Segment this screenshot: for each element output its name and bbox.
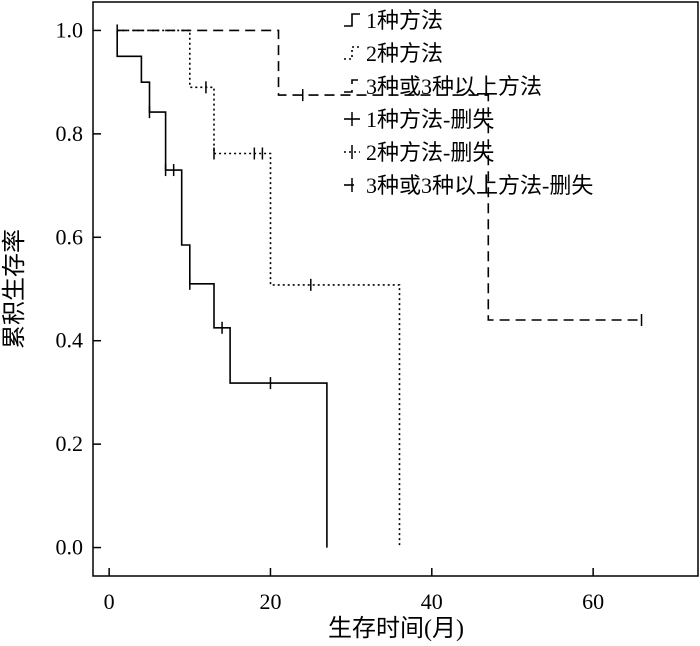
x-tick-label: 60 xyxy=(582,589,604,614)
legend-label: 1种方法-删失 xyxy=(366,107,494,132)
plot-area-border xyxy=(92,1,699,577)
series-line-three-plus-methods xyxy=(117,29,642,321)
legend-label: 1种方法 xyxy=(366,8,443,33)
legend-label: 3种或3种以上方法-删失 xyxy=(366,173,593,198)
legend-symbol-three-plus-methods xyxy=(344,79,360,93)
legend-symbol-two-methods xyxy=(344,46,360,60)
y-tick-label: 0.2 xyxy=(56,431,84,456)
series-layer xyxy=(116,24,643,548)
legend-label: 3种或3种以上方法 xyxy=(366,74,542,99)
legend-label: 2种方法-删失 xyxy=(366,140,494,165)
legend-symbol-one-method xyxy=(344,13,360,27)
y-tick-label: 0.0 xyxy=(56,535,84,560)
x-axis: 0 20 40 60 xyxy=(104,568,604,614)
legend: 1种方法 2种方法 3种或3种以上方法 1种方法-删失 2种方法-删失 3种或3种以上方法… xyxy=(344,8,593,198)
legend-label: 2种方法 xyxy=(366,41,443,66)
x-tick-label: 40 xyxy=(421,589,443,614)
plot-frame xyxy=(92,1,699,577)
y-axis-title: 累积生存率 xyxy=(1,229,28,349)
x-axis-title: 生存时间(月) xyxy=(328,615,464,642)
y-tick-label: 1.0 xyxy=(56,17,84,42)
y-tick-label: 0.8 xyxy=(56,121,84,146)
series-line-two-methods xyxy=(117,29,401,548)
x-tick-label: 20 xyxy=(259,589,281,614)
x-tick-label: 0 xyxy=(104,589,115,614)
y-tick-label: 0.4 xyxy=(56,328,84,353)
y-axis: 0.0 0.2 0.4 0.6 0.8 1.0 xyxy=(56,17,101,560)
y-tick-label: 0.6 xyxy=(56,224,84,249)
series-line-one-method xyxy=(116,30,328,548)
